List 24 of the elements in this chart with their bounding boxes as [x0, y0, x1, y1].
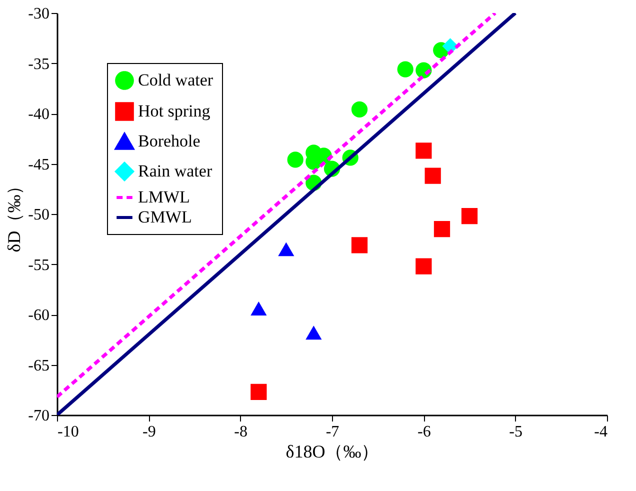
x-axis-title: δ18O（‰） [286, 442, 380, 462]
y-tick-label: -30 [28, 6, 50, 22]
y-tick-label: -35 [28, 56, 50, 73]
legend-label: Cold water [138, 70, 214, 90]
x-tick-label: -5 [509, 424, 522, 440]
x-tick-label: -4 [594, 424, 608, 440]
y-tick-label: -60 [28, 307, 50, 324]
legend-label: Rain water [138, 162, 212, 180]
y-tick-label: -50 [28, 206, 50, 224]
y-axis-title: δD（‰） [4, 176, 24, 252]
y-tick-label: -45 [28, 156, 50, 174]
y-tick-label: -40 [28, 106, 50, 123]
y-tick-label: -55 [28, 256, 50, 274]
legend-label: GMWL [138, 208, 192, 226]
x-tick-label: -6 [418, 424, 431, 440]
legend-label: Hot spring [138, 102, 211, 120]
legend-label: LMWL [138, 188, 190, 206]
x-tick-label: -7 [326, 424, 340, 440]
y-tick-label: -70 [28, 408, 50, 424]
x-tick-label: -8 [234, 424, 248, 440]
x-tick-label: -10 [58, 424, 79, 440]
legend-label: Borehole [138, 132, 200, 150]
y-tick-label: -65 [28, 357, 50, 374]
x-tick-label: -9 [142, 424, 156, 440]
